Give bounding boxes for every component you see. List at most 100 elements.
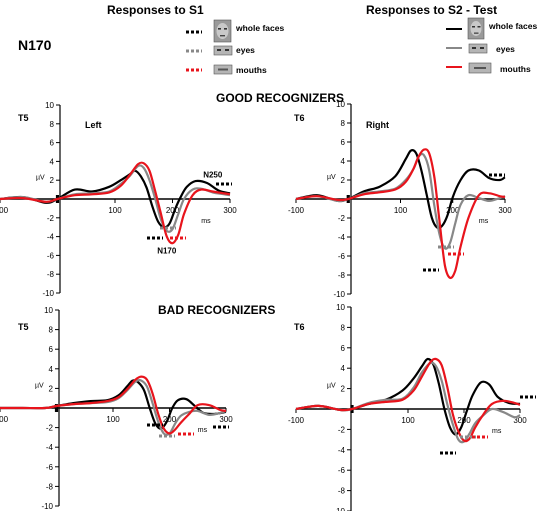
mouth-thumbnail-icon <box>213 64 233 75</box>
y-axis-label: µV <box>327 383 336 390</box>
y-axis-label: µV <box>36 174 45 181</box>
x-tick-label: 200 <box>446 206 460 215</box>
y-tick-label: 2 <box>341 385 346 394</box>
y-tick-label: 10 <box>336 100 345 109</box>
legend-s1-label-whole: whole faces <box>235 23 284 33</box>
panel-bad-t5: -10 -8 -6 -4 -2 2 4 6 8 10 -100 100 200 300 µV ms T5 <box>0 306 233 511</box>
legend-s1-item-whole: whole faces <box>186 19 284 43</box>
y-tick-label: 6 <box>49 345 54 354</box>
y-tick-label: -6 <box>338 466 346 475</box>
panel-good-t5: -10 -8 -6 -4 -2 2 4 6 8 10 -100 100 200 300 µV ms T5 Left… <box>0 101 237 298</box>
legend-s2: whole faces eyes mouths <box>446 17 537 74</box>
x-tick-label: 100 <box>106 415 120 424</box>
x-tick-label: -100 <box>288 416 305 425</box>
x-axis-label: ms <box>201 218 211 225</box>
y-tick-label: 4 <box>341 157 346 166</box>
x-tick-label: 300 <box>498 206 512 215</box>
y-tick-label: -2 <box>338 214 346 223</box>
y-tick-label: -6 <box>338 252 346 261</box>
hemisphere-label: Left <box>85 120 102 130</box>
legend-s1-item-eyes: eyes <box>186 45 255 56</box>
electrode-label: T5 <box>18 113 29 123</box>
mouth-thumbnail-icon <box>468 62 492 74</box>
electrode-label: T6 <box>294 322 305 332</box>
y-axis-label: µV <box>327 174 336 181</box>
y-tick-label: -2 <box>338 425 346 434</box>
y-tick-label: -2 <box>47 214 55 223</box>
y-tick-label: 2 <box>49 384 54 393</box>
y-tick-label: -10 <box>41 502 53 511</box>
y-tick-label: 6 <box>341 138 346 147</box>
stimulus-onset-marker <box>54 404 59 412</box>
waveform-eyes <box>295 361 521 444</box>
x-tick-label: 300 <box>219 415 233 424</box>
x-tick-label: -100 <box>0 415 9 424</box>
x-tick-label: 300 <box>513 416 527 425</box>
y-tick-label: -8 <box>47 270 55 279</box>
face-thumbnail-icon <box>467 17 485 40</box>
hemisphere-label: Right <box>366 120 389 130</box>
legend-s2-label-mouths: mouths <box>500 64 531 74</box>
y-tick-label: 10 <box>336 303 345 312</box>
x-tick-label: 100 <box>401 416 415 425</box>
x-tick-label: 300 <box>223 206 237 215</box>
waveform-whole <box>0 169 231 229</box>
component-label: N170 <box>18 37 52 53</box>
y-tick-label: 10 <box>45 101 54 110</box>
panel-good-t6: -10 -8 -6 -4 -2 2 4 6 8 10 -100 100 200 300 µV ms T6 Righ… <box>288 100 512 299</box>
x-tick-label: 100 <box>108 206 122 215</box>
y-tick-label: 6 <box>341 344 346 353</box>
y-tick-label: 8 <box>49 326 54 335</box>
eyes-thumbnail-icon <box>213 45 233 56</box>
electrode-label: T5 <box>18 322 29 332</box>
x-axis-label: ms <box>479 218 489 225</box>
legend-s1-label-eyes: eyes <box>236 45 255 55</box>
x-tick-label: -100 <box>288 206 305 215</box>
y-tick-label: 8 <box>50 120 55 129</box>
y-tick-label: 6 <box>50 139 55 148</box>
y-tick-label: 2 <box>50 176 55 185</box>
y-tick-label: -4 <box>338 233 346 242</box>
y-tick-label: -10 <box>333 507 345 511</box>
y-tick-label: -4 <box>46 443 54 452</box>
x-tick-label: 100 <box>394 206 408 215</box>
legend-s2-label-whole: whole faces <box>488 21 537 31</box>
face-thumbnail-icon <box>213 19 232 43</box>
s2-title: Responses to S2 - Test <box>366 3 497 17</box>
eyes-thumbnail-icon <box>468 43 488 54</box>
group-label-bad: BAD RECOGNIZERS <box>158 303 275 317</box>
legend-s2-item-whole: whole faces <box>446 17 537 40</box>
waveform-mouths <box>295 148 506 280</box>
y-tick-label: 8 <box>341 119 346 128</box>
legend-s2-item-eyes: eyes <box>446 43 515 54</box>
legend-s2-label-eyes: eyes <box>496 44 515 54</box>
y-tick-label: -4 <box>47 233 55 242</box>
x-tick-label: 200 <box>163 415 177 424</box>
electrode-label: T6 <box>294 113 305 123</box>
s1-title: Responses to S1 <box>107 3 204 17</box>
peak-annotation: N170 <box>157 247 177 256</box>
y-tick-label: -10 <box>333 290 345 299</box>
y-tick-label: 2 <box>341 176 346 185</box>
x-axis-label: ms <box>198 427 208 434</box>
waveform-mouths <box>0 161 231 245</box>
y-tick-label: -2 <box>46 424 54 433</box>
legend-s2-item-mouths: mouths <box>446 62 531 74</box>
y-tick-label: -8 <box>338 271 346 280</box>
y-tick-label: -4 <box>338 446 346 455</box>
legend-s1: whole faces eyes mouths <box>186 19 284 75</box>
y-tick-label: 4 <box>341 364 346 373</box>
x-tick-label: -100 <box>0 206 9 215</box>
legend-s1-label-mouths: mouths <box>236 65 267 75</box>
peak-annotation: N250 <box>203 170 223 179</box>
y-tick-label: 4 <box>49 365 54 374</box>
y-tick-label: -10 <box>42 289 54 298</box>
waveform-mouths <box>295 357 521 443</box>
y-axis-label: µV <box>35 382 44 389</box>
waveform-mouths <box>0 375 227 435</box>
x-axis-label: ms <box>492 428 502 435</box>
y-tick-label: -6 <box>47 251 55 260</box>
legend-s1-item-mouths: mouths <box>186 64 267 75</box>
